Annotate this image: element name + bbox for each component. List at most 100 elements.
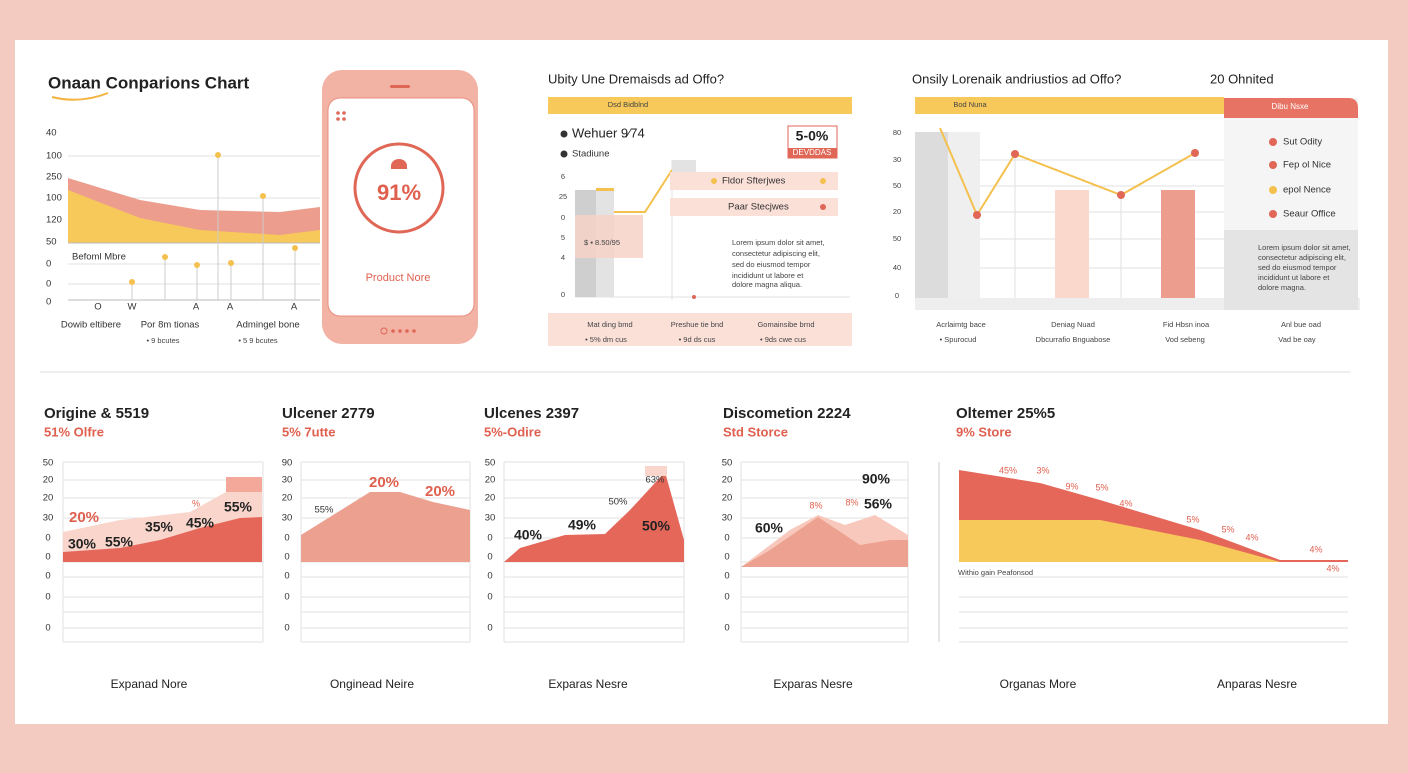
header-text: Dsd Bidblnd xyxy=(608,100,648,109)
chart-title: Onsily Lorenaik andriustios ad Offo? xyxy=(912,71,1121,86)
footer-label: Por 8m tionas xyxy=(141,320,200,331)
y-tick-label: 0 xyxy=(487,552,492,563)
chart-title: Ulcener 2779 xyxy=(282,405,375,422)
y-tick-label: 0 xyxy=(724,623,729,634)
x-tick-label: A xyxy=(291,302,298,313)
page-dot xyxy=(405,329,409,333)
line xyxy=(614,169,673,213)
chart-subtitle: 51% Olfre xyxy=(44,424,104,439)
y-tick-label: 30 xyxy=(43,513,54,524)
area xyxy=(504,472,684,562)
area xyxy=(68,190,320,243)
y-tick-label: 250 xyxy=(46,172,62,183)
footer-label: Admingel bone xyxy=(236,320,299,331)
y-tick-label: 0 xyxy=(487,592,492,603)
data-label: 55% xyxy=(224,499,253,515)
data-label: 8% xyxy=(809,500,822,510)
legend-label: epol Nence xyxy=(1283,185,1331,196)
y-tick-label: 50 xyxy=(722,458,733,469)
body-text: dolore magna aliqua. xyxy=(732,280,802,289)
chart-title: Discometion 2224 xyxy=(723,405,851,422)
y-tick-label: 0 xyxy=(724,552,729,563)
dot xyxy=(973,211,981,219)
footer-label: Dowib eltibere xyxy=(61,320,121,331)
body-text: Lorem ipsum dolor sit amet, xyxy=(1258,243,1351,252)
data-label: 3% xyxy=(1036,465,1049,475)
dot xyxy=(1191,149,1199,157)
data-label: 49% xyxy=(568,517,597,533)
annotation: Withio gain Peafonsod xyxy=(958,568,1033,577)
marker-box xyxy=(672,160,696,174)
y-tick-label: 0 xyxy=(45,533,50,544)
area xyxy=(959,520,1280,562)
data-label: 4% xyxy=(1119,498,1132,508)
y-tick-label: 0 xyxy=(284,592,289,603)
data-label: 55% xyxy=(105,534,134,550)
data-label: 35% xyxy=(145,519,174,535)
legend-dot xyxy=(560,150,568,158)
y-tick-label: 30 xyxy=(722,513,733,524)
y-tick-label: 20 xyxy=(722,493,733,504)
dot xyxy=(1011,150,1019,158)
legend-dot xyxy=(1269,161,1277,169)
y-tick-label: 20 xyxy=(485,493,496,504)
tag xyxy=(226,477,262,492)
y-tick-label: 20 xyxy=(722,475,733,486)
y-tick-label: 30 xyxy=(485,513,496,524)
y-tick-label: 25 xyxy=(559,192,567,201)
y-tick-label: 20 xyxy=(893,207,901,216)
y-tick-label: 30 xyxy=(282,475,293,486)
page-dot xyxy=(398,329,402,333)
data-label: 20% xyxy=(369,474,399,491)
header-bar xyxy=(915,97,1224,114)
y-tick-label: 0 xyxy=(284,533,289,544)
legend-dot xyxy=(1269,210,1277,218)
chart-caption: Exparas Nesre xyxy=(773,677,853,691)
chart-title: Ulcenes 2397 xyxy=(484,405,579,422)
footer-label: Deniag Nuad xyxy=(1051,320,1095,329)
y-tick-label: 0 xyxy=(45,571,50,582)
y-tick-label: 40 xyxy=(46,128,57,139)
y-tick-label: 50 xyxy=(43,458,54,469)
gauge-ring xyxy=(353,142,445,234)
legend-dot xyxy=(560,130,568,138)
chart-title: Ubity Une Dremaisds ad Offo? xyxy=(548,71,724,86)
menu-dot xyxy=(336,111,340,115)
data-label: 20% xyxy=(69,509,99,526)
data-label: 4% xyxy=(1245,532,1258,542)
data-label: 5% xyxy=(1095,482,1108,492)
dot xyxy=(260,193,266,199)
body-text: incididunt ut labore et xyxy=(732,271,804,280)
menu-dot xyxy=(336,117,340,121)
y-tick-label: 0 xyxy=(487,571,492,582)
y-tick-label: 20 xyxy=(485,475,496,486)
data-label: 8% xyxy=(845,497,858,507)
y-tick-label: 30 xyxy=(893,155,901,164)
data-label: % xyxy=(192,498,200,508)
body-text: sed do eiusmod tempor xyxy=(732,260,811,269)
data-label: 63% xyxy=(645,475,665,486)
tag xyxy=(645,466,667,476)
y-tick-label: 0 xyxy=(45,552,50,563)
footer-label: Anl bue oad xyxy=(1281,320,1321,329)
footer-label: Gomainsibe brnd xyxy=(757,320,814,329)
dot xyxy=(711,178,717,184)
y-tick-label: 0 xyxy=(895,291,899,300)
header-bar xyxy=(548,97,852,114)
footer-label: Mat ding bmd xyxy=(587,320,632,329)
data-label: 20% xyxy=(425,483,455,500)
card xyxy=(15,40,1388,724)
y-tick-label: 90 xyxy=(282,458,293,469)
data-label: 4% xyxy=(1326,563,1339,573)
data-label: 56% xyxy=(864,496,893,512)
y-tick-label: 50 xyxy=(893,234,901,243)
footer-note: • Spurocud xyxy=(940,335,977,344)
y-tick-label: 120 xyxy=(46,215,62,226)
page-dot xyxy=(412,329,416,333)
area xyxy=(741,517,908,567)
chart-caption: Anparas Nesre xyxy=(1217,677,1297,691)
data-label: 45% xyxy=(999,465,1017,475)
dot xyxy=(228,260,234,266)
